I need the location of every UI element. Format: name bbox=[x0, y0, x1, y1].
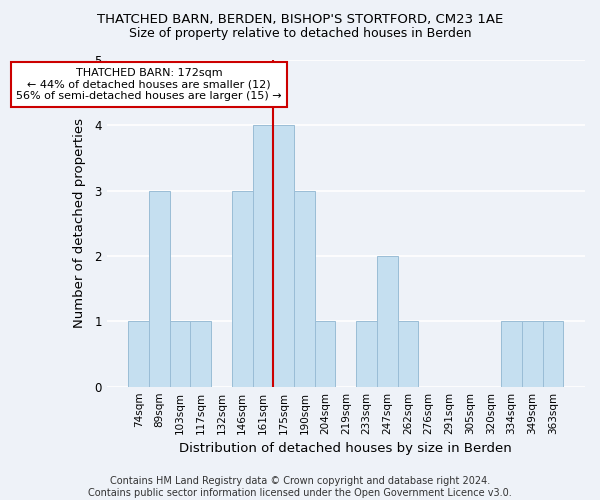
Bar bbox=[501, 322, 522, 386]
Bar bbox=[273, 126, 294, 386]
Bar bbox=[356, 322, 377, 386]
Bar bbox=[398, 322, 418, 386]
Bar bbox=[149, 190, 170, 386]
Y-axis label: Number of detached properties: Number of detached properties bbox=[73, 118, 86, 328]
Bar bbox=[315, 322, 335, 386]
Bar bbox=[232, 190, 253, 386]
Bar bbox=[128, 322, 149, 386]
Bar bbox=[522, 322, 542, 386]
Bar bbox=[170, 322, 190, 386]
Bar bbox=[542, 322, 563, 386]
Bar bbox=[377, 256, 398, 386]
Text: Contains HM Land Registry data © Crown copyright and database right 2024.
Contai: Contains HM Land Registry data © Crown c… bbox=[88, 476, 512, 498]
Text: THATCHED BARN: 172sqm
← 44% of detached houses are smaller (12)
56% of semi-deta: THATCHED BARN: 172sqm ← 44% of detached … bbox=[16, 68, 282, 101]
Bar bbox=[294, 190, 315, 386]
X-axis label: Distribution of detached houses by size in Berden: Distribution of detached houses by size … bbox=[179, 442, 512, 455]
Bar bbox=[253, 126, 273, 386]
Text: THATCHED BARN, BERDEN, BISHOP'S STORTFORD, CM23 1AE: THATCHED BARN, BERDEN, BISHOP'S STORTFOR… bbox=[97, 12, 503, 26]
Bar bbox=[190, 322, 211, 386]
Text: Size of property relative to detached houses in Berden: Size of property relative to detached ho… bbox=[129, 28, 471, 40]
